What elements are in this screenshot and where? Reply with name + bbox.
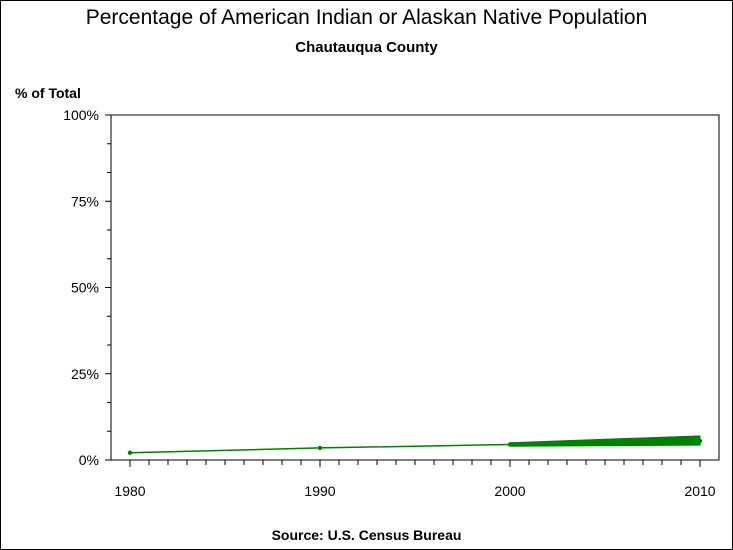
data-point xyxy=(507,442,513,447)
data-point xyxy=(127,450,133,455)
y-tick-label: 25% xyxy=(71,366,99,382)
y-tick-label: 50% xyxy=(71,280,99,296)
data-point xyxy=(317,445,323,451)
y-axis-label: % of Total xyxy=(15,85,81,101)
x-tick-label: 1990 xyxy=(304,483,335,499)
plot-area xyxy=(110,114,720,461)
y-tick-label: 75% xyxy=(71,193,99,209)
source-note: Source: U.S. Census Bureau xyxy=(271,527,462,543)
y-axis: 0% 25% 50% 75% 100% xyxy=(63,107,111,468)
chart-subtitle: Chautauqua County xyxy=(295,39,438,56)
x-tick-label: 1980 xyxy=(114,483,145,499)
series-line xyxy=(129,440,701,454)
chart-title: Percentage of American Indian or Alaskan… xyxy=(85,6,648,29)
series-layer xyxy=(127,435,703,455)
y-tick-label: 100% xyxy=(63,107,99,123)
data-point xyxy=(697,438,703,444)
x-tick-label: 2000 xyxy=(494,483,525,499)
x-axis: 1980 1990 2000 2010 xyxy=(114,460,716,499)
y-tick-label: 0% xyxy=(79,452,99,468)
x-tick-label: 2010 xyxy=(684,483,715,499)
